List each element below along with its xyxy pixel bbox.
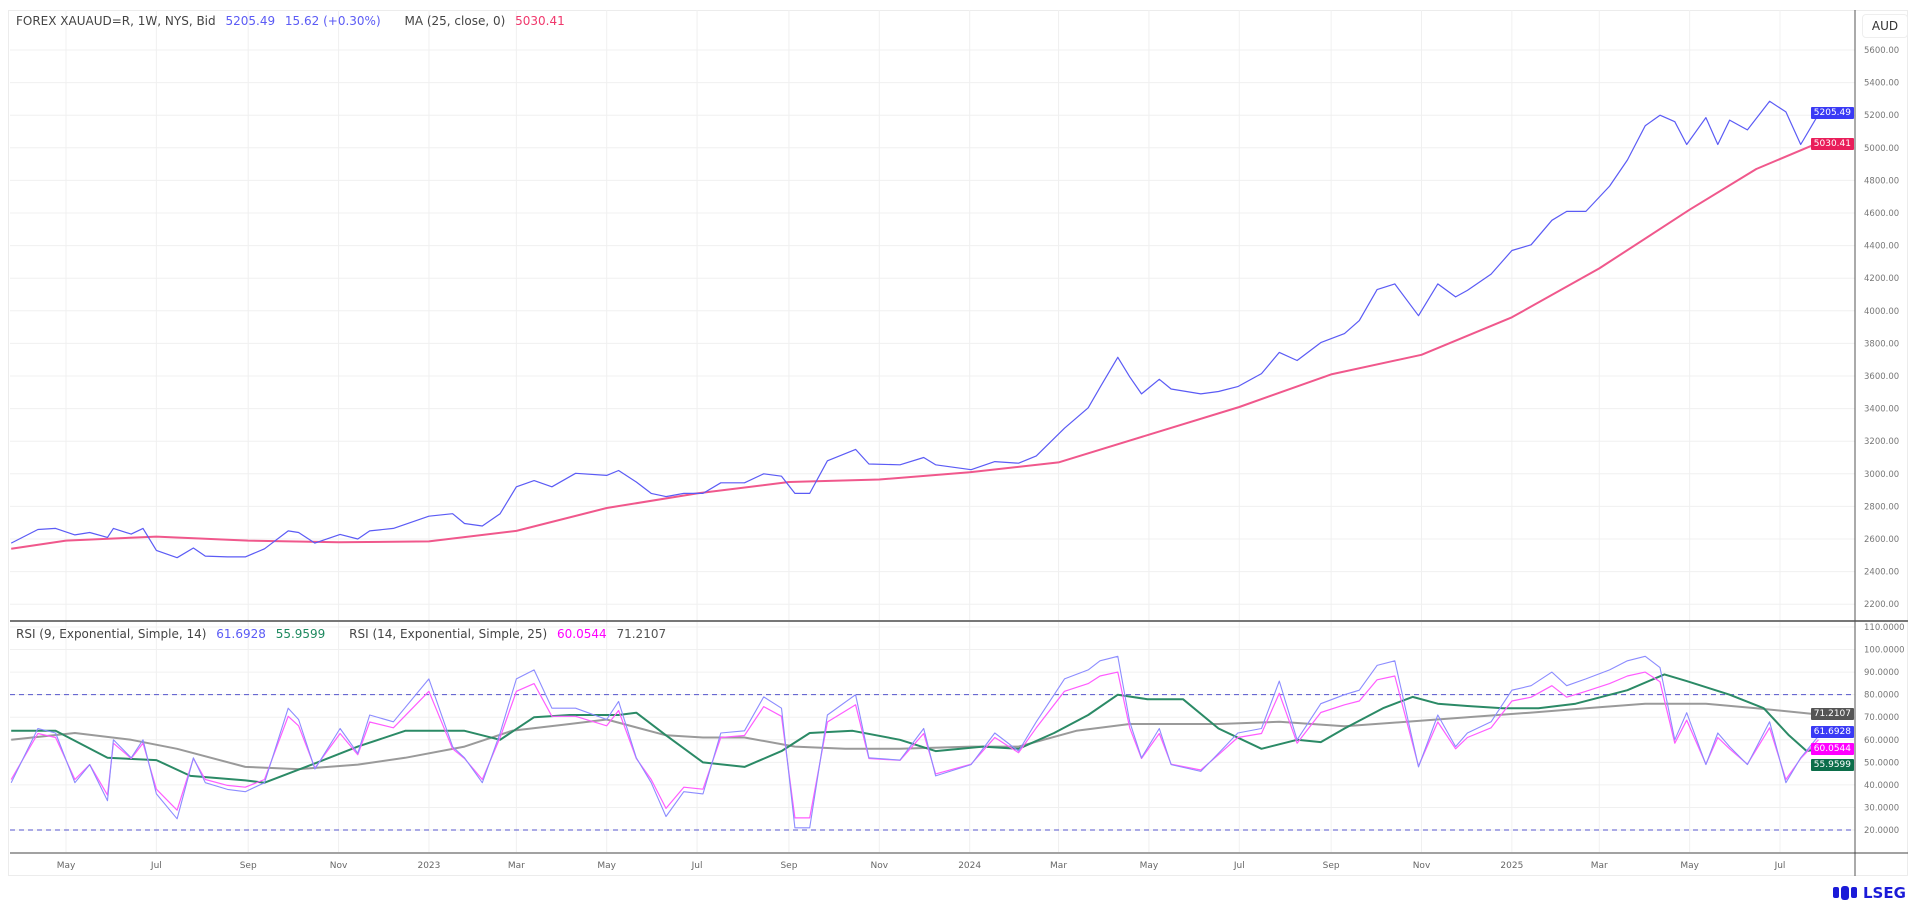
rsi-tick-label: 60.0000 [1864,736,1899,746]
price-tick-label: 2400.00 [1864,568,1899,578]
price-tick-label: 3800.00 [1864,339,1899,349]
price-tick-label: 3400.00 [1864,405,1899,415]
price-tick-label: 4400.00 [1864,242,1899,252]
rsi-tick-label: 90.0000 [1864,668,1899,678]
ma-line [11,141,1819,550]
x-tick-label: May [1680,861,1699,871]
rsi-tick-label: 50.0000 [1864,758,1899,768]
price-tick-label: 2200.00 [1864,600,1899,610]
price-tick-label: 3200.00 [1864,437,1899,447]
x-tick-label: Jul [1233,861,1245,871]
rsi-tick-label: 110.0000 [1864,623,1905,633]
currency-button[interactable]: AUD [1862,14,1908,38]
rsi9-line [10,655,1819,829]
x-tick-label: Jul [150,861,162,871]
rsi14-label[interactable]: RSI (14, Exponential, Simple, 25) [349,627,548,641]
price-tick-label: 3000.00 [1864,470,1899,480]
lseg-logo: LSEG [1832,884,1906,902]
x-tick-label: Nov [1413,861,1431,871]
x-tick-label: Nov [871,861,889,871]
rsi9-label[interactable]: RSI (9, Exponential, Simple, 14) [16,627,207,641]
rsi-legend: RSI (9, Exponential, Simple, 14) 61.6928… [16,627,672,641]
rsi-tick-label: 70.0000 [1864,713,1899,723]
x-tick-label: Sep [1323,861,1340,871]
x-tick-label: 2024 [958,861,981,871]
x-tick-label: May [1140,861,1159,871]
x-tick-label: Sep [780,861,797,871]
rsi-tick-label: 80.0000 [1864,691,1899,701]
last-price: 5205.49 [225,14,276,28]
main-legend: FOREX XAUAUD=R, 1W, NYS, Bid 5205.49 15.… [16,14,571,28]
chart-frame [8,10,1908,876]
rsi9-ma-tag: 55.9599 [1810,758,1854,771]
x-tick-label: Mar [1591,861,1608,871]
price-tick-label: 4200.00 [1864,274,1899,284]
rsi9-ma-line [11,673,1819,784]
rsi9-ma-value: 55.9599 [275,627,326,641]
price-tick-label: 3600.00 [1864,372,1899,382]
x-tick-label: 2025 [1500,861,1523,871]
rsi9-tag: 61.6928 [1810,725,1854,738]
price-tick-label: 4000.00 [1864,307,1899,317]
x-tick-label: Jul [1774,861,1786,871]
price-tick-label: 2600.00 [1864,535,1899,545]
price-tick-label: 5200.00 [1864,111,1899,121]
rsi-tick-label: 20.0000 [1864,826,1899,836]
x-tick-label: Mar [1050,861,1067,871]
x-tick-label: May [597,861,616,871]
x-tick-label: Jul [691,861,703,871]
rsi-tick-label: 30.0000 [1864,803,1899,813]
symbol-label: FOREX XAUAUD=R, 1W, NYS, Bid [16,14,216,28]
price-tick-label: 5600.00 [1864,46,1899,56]
rsi14-value: 60.0544 [557,627,607,641]
price-tick-label: 4800.00 [1864,176,1899,186]
x-tick-label: Nov [330,861,348,871]
rsi-tick-label: 100.0000 [1864,646,1905,656]
ma-last-tag: 5030.41 [1810,137,1854,150]
rsi9-value: 61.6928 [216,627,266,641]
rsi14-tag: 60.0544 [1810,742,1854,755]
lseg-wordmark: LSEG [1863,884,1906,902]
ma-value: 5030.41 [515,14,565,28]
price-tick-label: 4600.00 [1864,209,1899,219]
x-tick-label: Mar [508,861,525,871]
x-tick-label: May [57,861,76,871]
price-tick-label: 2800.00 [1864,502,1899,512]
price-change: 15.62 (+0.30%) [284,14,381,28]
rsi14-ma-value: 71.2107 [616,627,667,641]
x-tick-label: 2023 [417,861,440,871]
lseg-emblem-icon [1833,886,1857,900]
rsi14-ma-tag: 71.2107 [1810,707,1854,720]
rsi-tick-label: 40.0000 [1864,781,1899,791]
price-line [10,100,1820,559]
ma-label[interactable]: MA (25, close, 0) [404,14,506,28]
x-tick-label: Sep [240,861,257,871]
price-tick-label: 5000.00 [1864,144,1899,154]
price-tick-label: 5400.00 [1864,79,1899,89]
rsi14-line [10,671,1819,819]
rsi14-ma-line [11,702,1819,771]
price-last-tag: 5205.49 [1810,107,1854,120]
